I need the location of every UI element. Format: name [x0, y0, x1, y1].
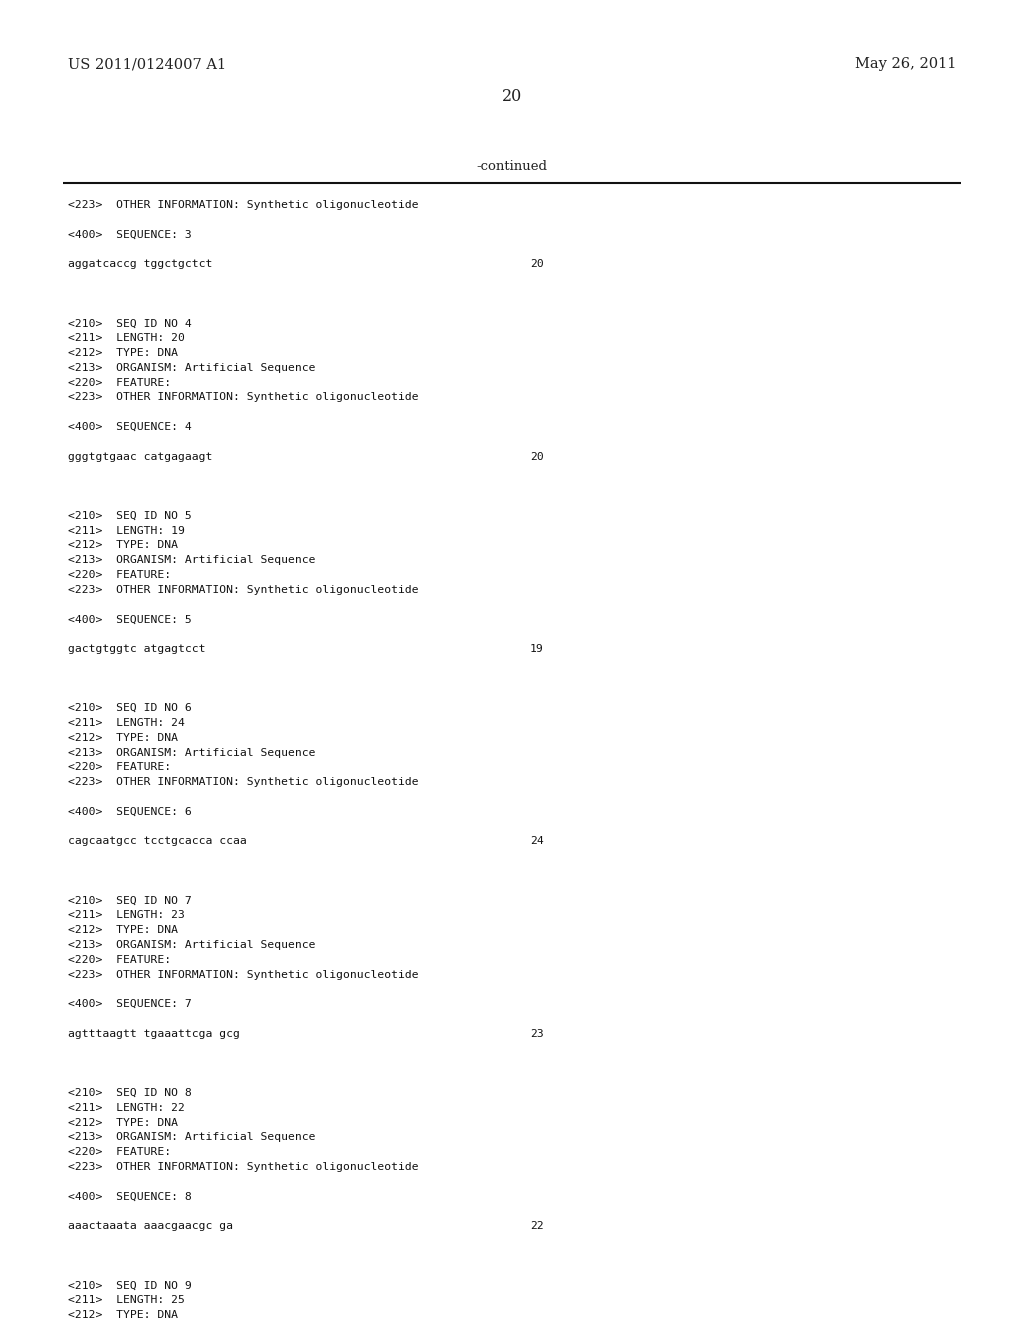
Text: aggatcaccg tggctgctct: aggatcaccg tggctgctct: [68, 259, 212, 269]
Text: 19: 19: [530, 644, 544, 653]
Text: cagcaatgcc tcctgcacca ccaa: cagcaatgcc tcctgcacca ccaa: [68, 837, 247, 846]
Text: 20: 20: [530, 259, 544, 269]
Text: <220>  FEATURE:: <220> FEATURE:: [68, 763, 171, 772]
Text: <211>  LENGTH: 22: <211> LENGTH: 22: [68, 1102, 185, 1113]
Text: <211>  LENGTH: 24: <211> LENGTH: 24: [68, 718, 185, 729]
Text: <223>  OTHER INFORMATION: Synthetic oligonucleotide: <223> OTHER INFORMATION: Synthetic oligo…: [68, 201, 419, 210]
Text: <223>  OTHER INFORMATION: Synthetic oligonucleotide: <223> OTHER INFORMATION: Synthetic oligo…: [68, 392, 419, 403]
Text: 24: 24: [530, 837, 544, 846]
Text: <213>  ORGANISM: Artificial Sequence: <213> ORGANISM: Artificial Sequence: [68, 363, 315, 372]
Text: <213>  ORGANISM: Artificial Sequence: <213> ORGANISM: Artificial Sequence: [68, 1133, 315, 1142]
Text: <212>  TYPE: DNA: <212> TYPE: DNA: [68, 733, 178, 743]
Text: <400>  SEQUENCE: 7: <400> SEQUENCE: 7: [68, 999, 191, 1010]
Text: <210>  SEQ ID NO 4: <210> SEQ ID NO 4: [68, 318, 191, 329]
Text: <210>  SEQ ID NO 7: <210> SEQ ID NO 7: [68, 895, 191, 906]
Text: <210>  SEQ ID NO 9: <210> SEQ ID NO 9: [68, 1280, 191, 1291]
Text: <223>  OTHER INFORMATION: Synthetic oligonucleotide: <223> OTHER INFORMATION: Synthetic oligo…: [68, 777, 419, 787]
Text: 20: 20: [502, 88, 522, 106]
Text: 20: 20: [530, 451, 544, 462]
Text: <211>  LENGTH: 23: <211> LENGTH: 23: [68, 911, 185, 920]
Text: <400>  SEQUENCE: 4: <400> SEQUENCE: 4: [68, 422, 191, 432]
Text: <220>  FEATURE:: <220> FEATURE:: [68, 570, 171, 579]
Text: <210>  SEQ ID NO 8: <210> SEQ ID NO 8: [68, 1088, 191, 1098]
Text: <223>  OTHER INFORMATION: Synthetic oligonucleotide: <223> OTHER INFORMATION: Synthetic oligo…: [68, 585, 419, 595]
Text: <212>  TYPE: DNA: <212> TYPE: DNA: [68, 925, 178, 935]
Text: <220>  FEATURE:: <220> FEATURE:: [68, 378, 171, 388]
Text: <400>  SEQUENCE: 3: <400> SEQUENCE: 3: [68, 230, 191, 240]
Text: agtttaagtt tgaaattcga gcg: agtttaagtt tgaaattcga gcg: [68, 1028, 240, 1039]
Text: <220>  FEATURE:: <220> FEATURE:: [68, 1147, 171, 1158]
Text: <210>  SEQ ID NO 6: <210> SEQ ID NO 6: [68, 704, 191, 713]
Text: <400>  SEQUENCE: 8: <400> SEQUENCE: 8: [68, 1192, 191, 1201]
Text: <212>  TYPE: DNA: <212> TYPE: DNA: [68, 1118, 178, 1127]
Text: gggtgtgaac catgagaagt: gggtgtgaac catgagaagt: [68, 451, 212, 462]
Text: <212>  TYPE: DNA: <212> TYPE: DNA: [68, 540, 178, 550]
Text: <213>  ORGANISM: Artificial Sequence: <213> ORGANISM: Artificial Sequence: [68, 940, 315, 950]
Text: <400>  SEQUENCE: 6: <400> SEQUENCE: 6: [68, 807, 191, 817]
Text: -continued: -continued: [476, 160, 548, 173]
Text: <213>  ORGANISM: Artificial Sequence: <213> ORGANISM: Artificial Sequence: [68, 556, 315, 565]
Text: <212>  TYPE: DNA: <212> TYPE: DNA: [68, 1309, 178, 1320]
Text: <220>  FEATURE:: <220> FEATURE:: [68, 954, 171, 965]
Text: gactgtggtc atgagtcct: gactgtggtc atgagtcct: [68, 644, 206, 653]
Text: May 26, 2011: May 26, 2011: [855, 57, 956, 71]
Text: <210>  SEQ ID NO 5: <210> SEQ ID NO 5: [68, 511, 191, 521]
Text: 23: 23: [530, 1028, 544, 1039]
Text: aaactaaata aaacgaacgc ga: aaactaaata aaacgaacgc ga: [68, 1221, 233, 1232]
Text: 22: 22: [530, 1221, 544, 1232]
Text: <223>  OTHER INFORMATION: Synthetic oligonucleotide: <223> OTHER INFORMATION: Synthetic oligo…: [68, 970, 419, 979]
Text: <213>  ORGANISM: Artificial Sequence: <213> ORGANISM: Artificial Sequence: [68, 747, 315, 758]
Text: <223>  OTHER INFORMATION: Synthetic oligonucleotide: <223> OTHER INFORMATION: Synthetic oligo…: [68, 1162, 419, 1172]
Text: <211>  LENGTH: 25: <211> LENGTH: 25: [68, 1295, 185, 1305]
Text: <211>  LENGTH: 20: <211> LENGTH: 20: [68, 333, 185, 343]
Text: <212>  TYPE: DNA: <212> TYPE: DNA: [68, 348, 178, 358]
Text: <211>  LENGTH: 19: <211> LENGTH: 19: [68, 525, 185, 536]
Text: <400>  SEQUENCE: 5: <400> SEQUENCE: 5: [68, 614, 191, 624]
Text: US 2011/0124007 A1: US 2011/0124007 A1: [68, 57, 226, 71]
